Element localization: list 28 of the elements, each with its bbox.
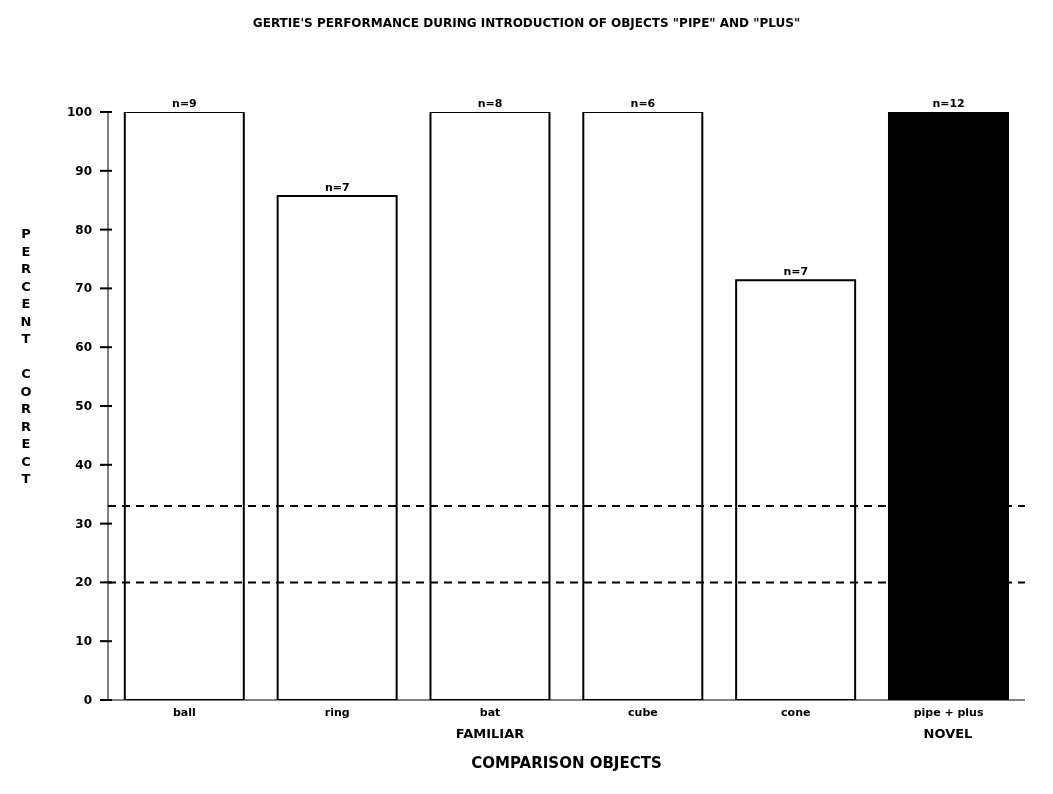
x-tick-label: ring [324,705,350,719]
y-tick-label: 70 [75,281,92,296]
annotation: n=7 [783,265,809,279]
y-tick-label: 60 [75,340,92,355]
y-tick-label: 80 [75,222,92,237]
y-tick-label: 50 [75,399,92,413]
y-tick-label: 30 [75,516,92,531]
x-tick-label: ball [172,705,196,719]
x-tick-label: bat [479,705,501,719]
annotation: n=9 [172,97,197,110]
text: FAMILIAR [455,726,525,741]
annotation: n=8 [477,97,503,110]
y-tick-label: 40 [75,457,92,472]
x-tick-label: cone [781,705,811,719]
text: PERCENT CORRECT [20,226,32,486]
annotation: n=6 [630,97,656,110]
annotation: n=7 [324,181,350,195]
y-tick-label: 100 [66,105,92,119]
text: NOVEL [923,726,973,741]
y-tick-label: 0 [83,693,92,707]
x-tick-label: pipe + plus [913,705,984,719]
x-tick-label: cube [628,705,658,719]
y-tick-label: 90 [75,163,92,178]
x-axis-title: COMPARISON OBJECTS [471,754,662,772]
y-tick-label: 20 [75,575,92,590]
annotation: n=12 [932,97,965,110]
y-tick-label: 10 [75,634,92,649]
chart-title: GERTIE'S PERFORMANCE DURING INTRODUCTION OF OBJECTS "PIPE" AND "PLUS" [251,15,802,32]
